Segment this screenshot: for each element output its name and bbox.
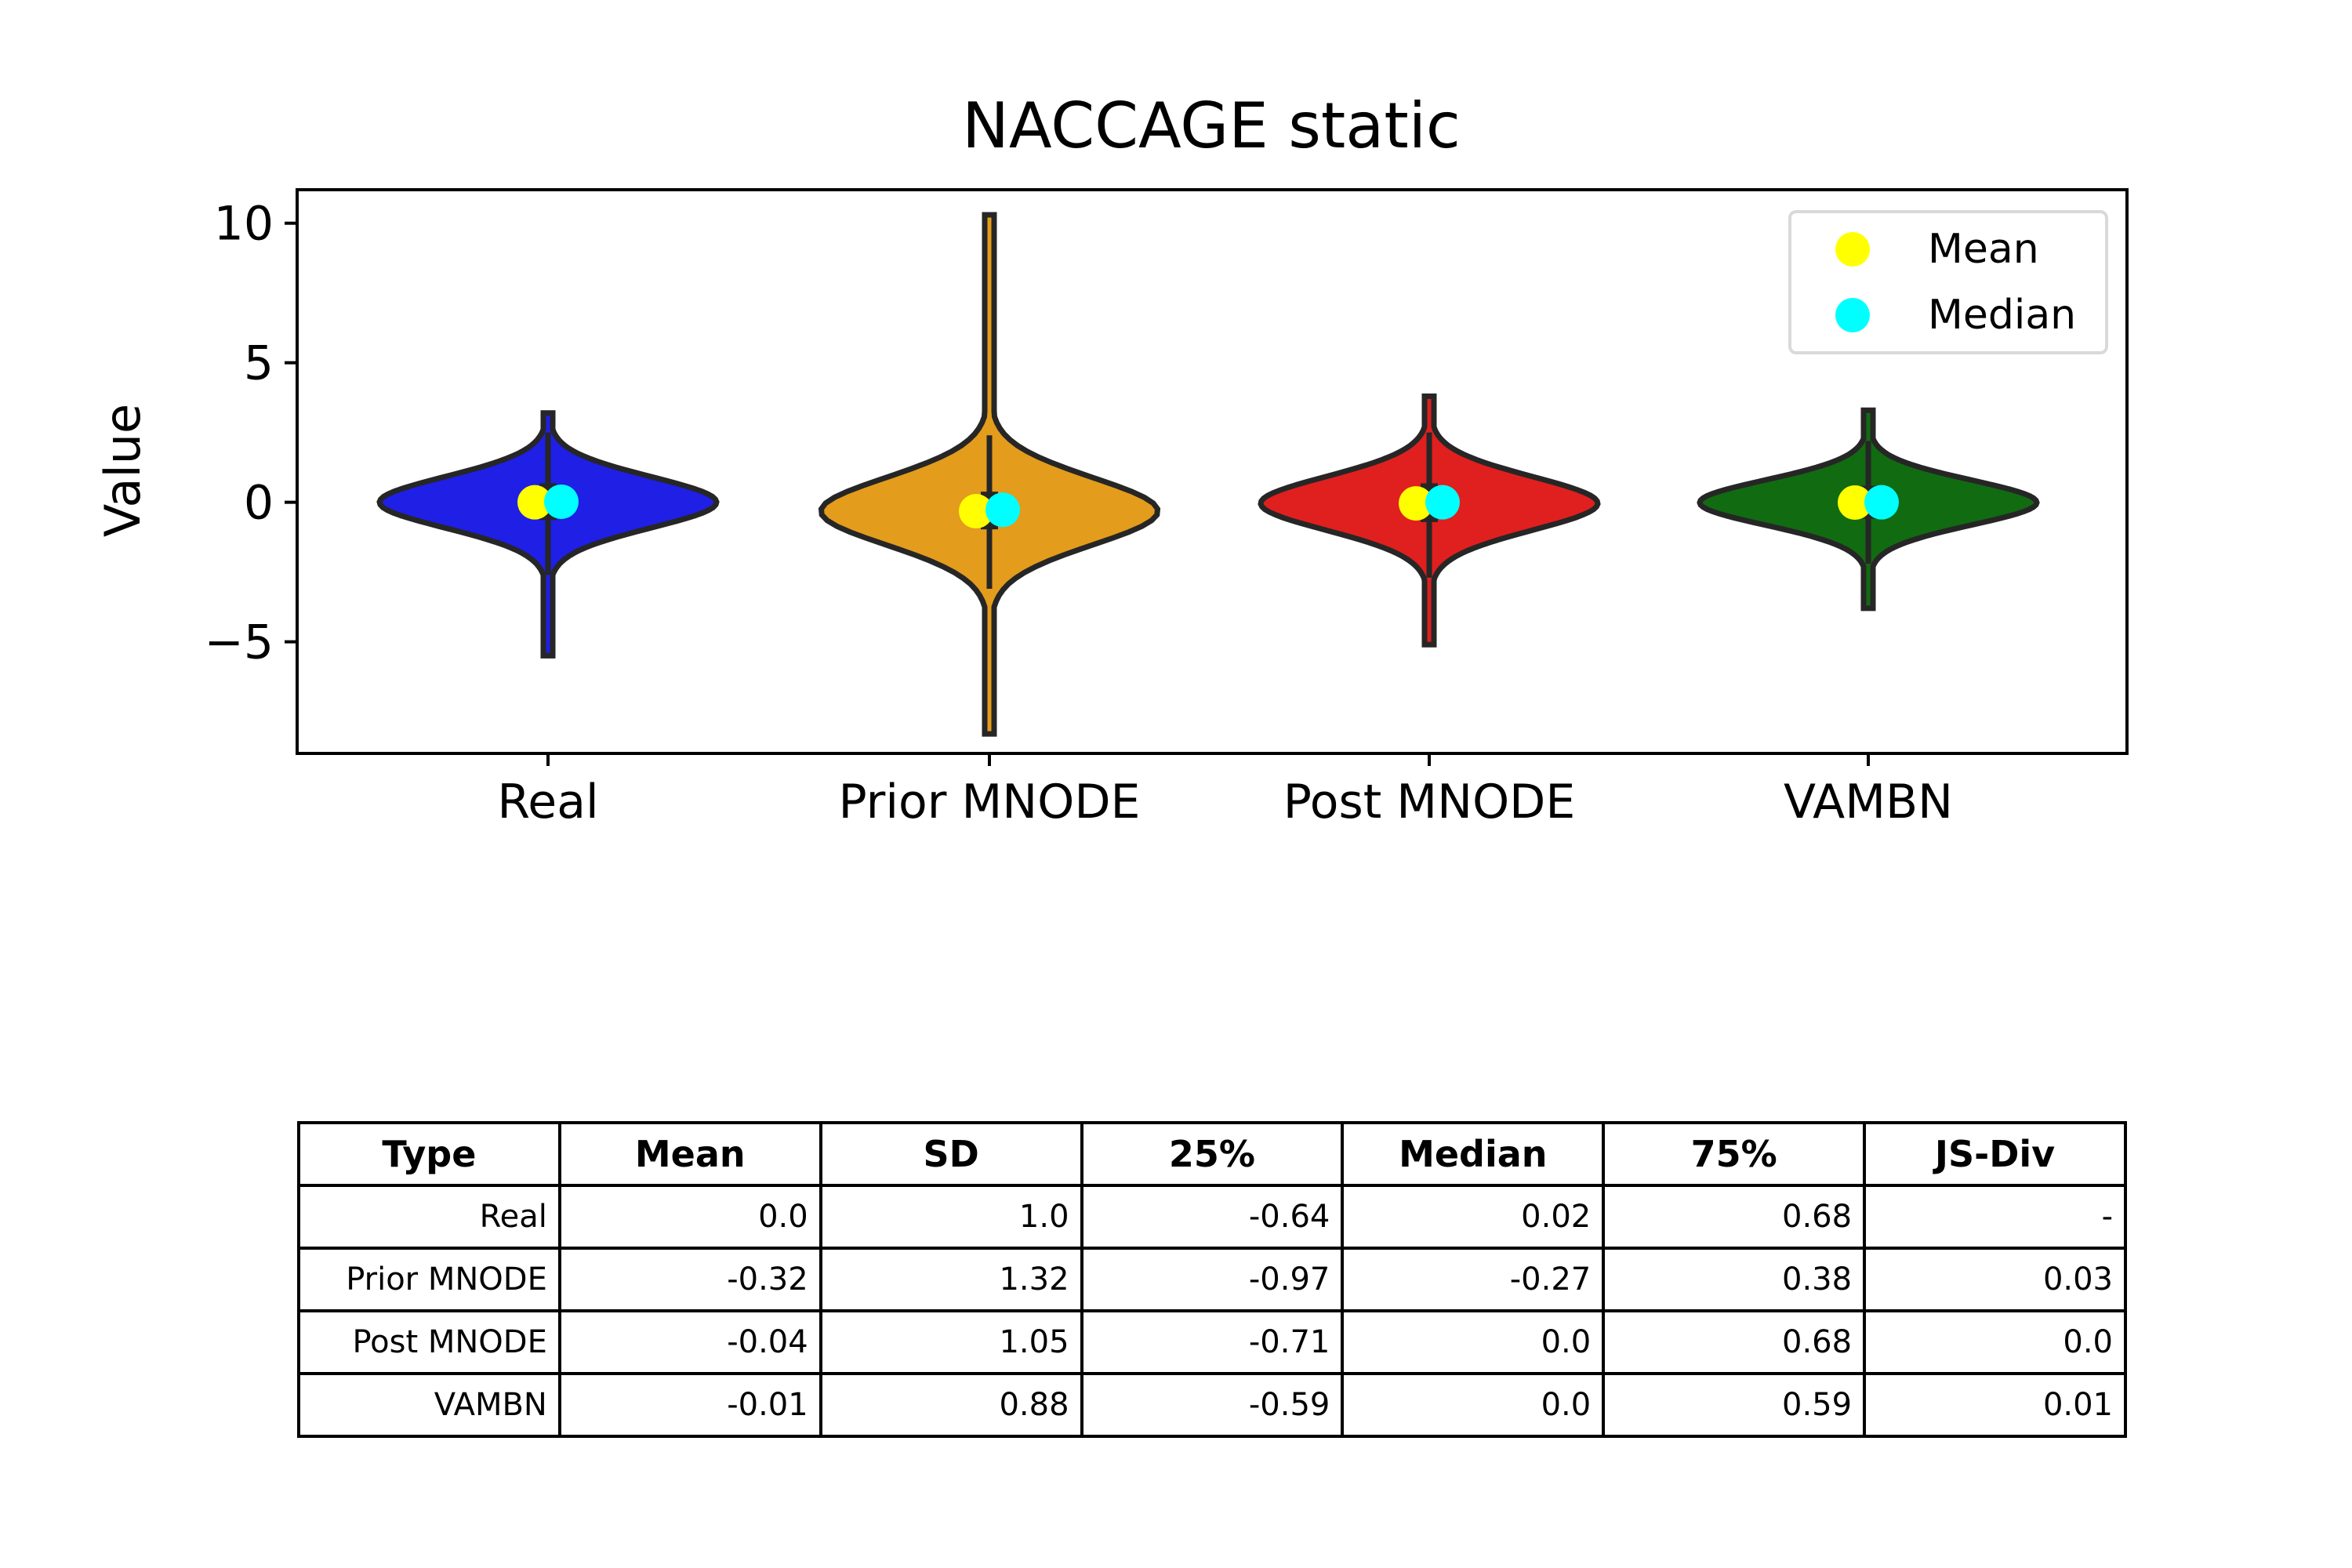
table-row: Post MNODE -0.04 1.05 -0.71 0.0 0.68 0.0 <box>297 1309 2127 1375</box>
x-tick-label: Prior MNODE <box>839 775 1141 829</box>
header-sd: SD <box>818 1121 1083 1187</box>
median-marker <box>544 484 579 519</box>
y-tick-label: 10 <box>214 197 274 252</box>
table-cell: 0.0 <box>1341 1372 1606 1438</box>
table-cell: -0.27 <box>1341 1247 1606 1312</box>
violins-layer <box>376 212 2040 737</box>
table-cell: 0.59 <box>1602 1372 1867 1438</box>
y-tick-label: −5 <box>205 615 274 670</box>
table-cell: Post MNODE <box>297 1309 561 1375</box>
table-row: Real 0.0 1.0 -0.64 0.02 0.68 - <box>297 1184 2127 1250</box>
table-cell: Prior MNODE <box>297 1247 561 1312</box>
table-cell: 0.0 <box>1341 1309 1606 1375</box>
header-25: 25% <box>1080 1121 1345 1187</box>
table-cell: 0.01 <box>1863 1372 2127 1438</box>
chart-title: NACCAGE static <box>962 89 1461 162</box>
table-row: VAMBN -0.01 0.88 -0.59 0.0 0.59 0.01 <box>297 1372 2127 1438</box>
axes-layer: Real Prior MNODE Post MNODE VAMBN 10 5 0 −5 <box>205 197 1953 829</box>
x-tick-label: Post MNODE <box>1283 775 1576 829</box>
median-marker <box>1864 485 1899 520</box>
x-tick-label: VAMBN <box>1784 775 1953 829</box>
mean-marker <box>1399 486 1433 521</box>
header-median: Median <box>1341 1121 1606 1187</box>
y-axis-label: Value <box>94 404 151 537</box>
table-cell: 0.02 <box>1341 1184 1606 1250</box>
table-row: Prior MNODE -0.32 1.32 -0.97 -0.27 0.38 … <box>297 1247 2127 1312</box>
table-cell: 0.68 <box>1602 1309 1867 1375</box>
legend: Mean Median <box>1788 210 2108 354</box>
x-tick-label: Real <box>497 775 598 829</box>
table-cell: 0.0 <box>1863 1309 2127 1375</box>
mean-marker <box>959 494 993 529</box>
table-cell: -0.59 <box>1080 1372 1345 1438</box>
legend-marker <box>1835 232 1870 267</box>
y-tick-label: 5 <box>244 336 274 391</box>
header-mean: Mean <box>557 1121 822 1187</box>
table-cell: -0.64 <box>1080 1184 1345 1250</box>
table-cell: - <box>1863 1184 2127 1250</box>
table-cell: 1.32 <box>818 1247 1083 1312</box>
median-marker <box>1425 485 1460 520</box>
table-cell: -0.04 <box>557 1309 822 1375</box>
table-cell: 0.0 <box>557 1184 822 1250</box>
table-cell: 0.03 <box>1863 1247 2127 1312</box>
legend-label: Median <box>1928 292 2076 339</box>
y-tick-label: 0 <box>244 476 274 531</box>
mean-marker <box>517 485 552 520</box>
table-cell: 1.05 <box>818 1309 1083 1375</box>
legend-label: Mean <box>1928 226 2039 273</box>
table-cell: -0.01 <box>557 1372 822 1438</box>
stats-table: Type Mean SD 25% Median 75% JS-Div Real … <box>297 1121 2127 1438</box>
header-jsdiv: JS-Div <box>1863 1121 2127 1187</box>
header-type: Type <box>297 1121 561 1187</box>
legend-marker <box>1835 298 1870 332</box>
table-cell: Real <box>297 1184 561 1250</box>
table-cell: -0.71 <box>1080 1309 1345 1375</box>
median-marker <box>985 492 1020 528</box>
table-cell: 0.68 <box>1602 1184 1867 1250</box>
mean-marker <box>1838 485 1872 521</box>
table-cell: 0.88 <box>818 1372 1083 1438</box>
table-header-row: Type Mean SD 25% Median 75% JS-Div <box>297 1121 2127 1187</box>
table-cell: -0.32 <box>557 1247 822 1312</box>
table-cell: VAMBN <box>297 1372 561 1438</box>
table-cell: 1.0 <box>818 1184 1083 1250</box>
plot-frame <box>296 188 2129 755</box>
table-cell: 0.38 <box>1602 1247 1867 1312</box>
table-cell: -0.97 <box>1080 1247 1345 1312</box>
header-75: 75% <box>1602 1121 1867 1187</box>
